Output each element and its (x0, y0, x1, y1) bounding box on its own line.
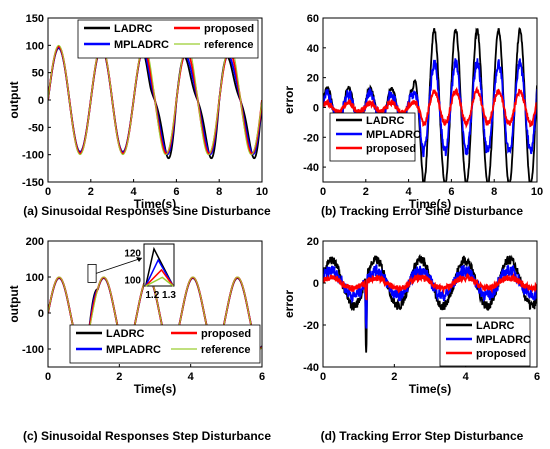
y-tick-label: 200 (26, 236, 44, 248)
x-tick-label: 2 (116, 371, 122, 383)
legend-label-mpladrc: MPLADRC (476, 334, 531, 346)
inset-x-tick-label: 1.2 (145, 290, 159, 301)
y-axis-label: output (7, 285, 21, 322)
legend: LADRC MPLADRC proposed reference (77, 19, 259, 59)
legend-label-ladrc: LADRC (476, 320, 515, 332)
y-axis-label: error (282, 86, 296, 114)
legend-label-proposed: proposed (204, 23, 254, 35)
y-tick-label: -40 (303, 362, 319, 374)
chart-c: 0 2 4 6 -100 0 100 200 Time(s) output (c) Sinusoid… (7, 236, 271, 443)
y-tick-label: 40 (307, 43, 319, 55)
x-tick-label: 4 (131, 186, 138, 198)
axes-box (47, 240, 263, 368)
x-tick-label: 4 (406, 186, 413, 198)
x-axis-label: Time(s) (409, 197, 451, 211)
y-tick-label: -100 (22, 344, 44, 356)
x-axis-label: Time(s) (134, 197, 176, 211)
x-tick-label: 0 (45, 186, 51, 198)
x-tick-label: 0 (320, 186, 326, 198)
legend: LADRC MPLADRC proposed reference (69, 324, 261, 364)
y-tick-label: 20 (307, 73, 319, 85)
legend-label-ladrc: LADRC (366, 115, 405, 127)
chart-caption: (b) Tracking Error Sine Disturbance (321, 204, 523, 218)
legend-label-mpladrc: MPLADRC (366, 129, 421, 141)
legend-label-mpladrc: MPLADRC (106, 344, 161, 356)
x-tick-label: 10 (531, 186, 543, 198)
legend-label-mpladrc: MPLADRC (114, 39, 169, 51)
y-tick-label: 100 (26, 272, 44, 284)
x-tick-label: 0 (45, 371, 51, 383)
x-tick-label: 8 (216, 186, 222, 198)
inset-peak-proposed (145, 268, 174, 287)
x-tick-label: 0 (320, 371, 326, 383)
inset-pointer (96, 257, 143, 274)
legend-label-reference: reference (204, 39, 254, 51)
legend: LADRC MPLADRC proposed (439, 317, 531, 367)
chart-a: 0 2 4 6 8 10 -150 -100 -50 0 50 100 150 Time(s) output… (7, 13, 271, 218)
x-tick-label: 6 (173, 186, 179, 198)
y-tick-label: -150 (22, 177, 44, 189)
y-tick-label: 0 (38, 308, 44, 320)
y-tick-label: 0 (38, 95, 44, 107)
y-tick-label: -100 (22, 150, 44, 162)
inset-x-tick-label: 1.3 (162, 290, 176, 301)
y-tick-label: -40 (303, 162, 319, 174)
legend: LADRC MPLADRC proposed (329, 112, 421, 162)
legend-label-ladrc: LADRC (114, 23, 153, 35)
x-tick-label: 2 (363, 186, 369, 198)
chart-b: 0 2 4 6 8 10 -40 -20 0 20 40 60 Time(s) error (b) Trac… (282, 13, 543, 218)
series-group (323, 253, 537, 353)
x-tick-label: 4 (188, 371, 195, 383)
inset-highlight-box (87, 263, 97, 283)
y-tick-label: 100 (26, 40, 44, 52)
chart-caption: (a) Sinusoidal Responses Sine Disturbanc… (23, 204, 271, 218)
x-tick-label: 6 (259, 371, 265, 383)
y-tick-label: -20 (303, 132, 319, 144)
inset: 120 100 1.2 1.3 (124, 243, 176, 301)
x-tick-label: 2 (391, 371, 397, 383)
y-tick-label: 0 (313, 278, 319, 290)
y-axis-label: error (282, 290, 296, 318)
legend-label-proposed: proposed (201, 328, 251, 340)
legend-label-proposed: proposed (476, 348, 526, 360)
series-line-proposed (323, 85, 537, 130)
legend-label-reference: reference (201, 344, 251, 356)
y-tick-label: -50 (28, 122, 44, 134)
legend-label-ladrc: LADRC (106, 328, 145, 340)
chart-caption: (c) Sinusoidal Responses Step Disturbanc… (23, 429, 271, 443)
inset-peak-reference (145, 276, 174, 287)
inset-y-tick-label: 100 (124, 275, 141, 286)
x-axis-label: Time(s) (409, 382, 451, 396)
x-tick-label: 4 (463, 371, 470, 383)
inset-y-tick-label: 120 (124, 249, 141, 260)
x-tick-label: 10 (256, 186, 268, 198)
x-tick-label: 6 (534, 371, 540, 383)
x-tick-label: 6 (448, 186, 454, 198)
chart-caption: (d) Tracking Error Step Disturbance (321, 429, 524, 443)
legend-label-proposed: proposed (366, 143, 416, 155)
y-tick-label: -20 (303, 320, 319, 332)
inset-peak-mpladrc (144, 258, 174, 287)
inset-arrowhead (136, 257, 142, 262)
y-tick-label: 0 (313, 102, 319, 114)
chart-d: 0 2 4 6 -40 -20 0 20 Time(s) error (d) Tracking Er… (282, 236, 540, 443)
y-tick-label: 60 (307, 13, 319, 25)
series-line-proposed (323, 272, 537, 301)
y-axis-label: output (7, 81, 21, 118)
y-tick-label: 20 (307, 236, 319, 248)
axes-box (322, 240, 538, 368)
x-axis-label: Time(s) (134, 382, 176, 396)
x-tick-label: 2 (88, 186, 94, 198)
y-tick-label: 150 (26, 13, 44, 25)
y-tick-label: 50 (32, 68, 44, 80)
axes-box (322, 17, 538, 183)
x-tick-label: 8 (491, 186, 497, 198)
